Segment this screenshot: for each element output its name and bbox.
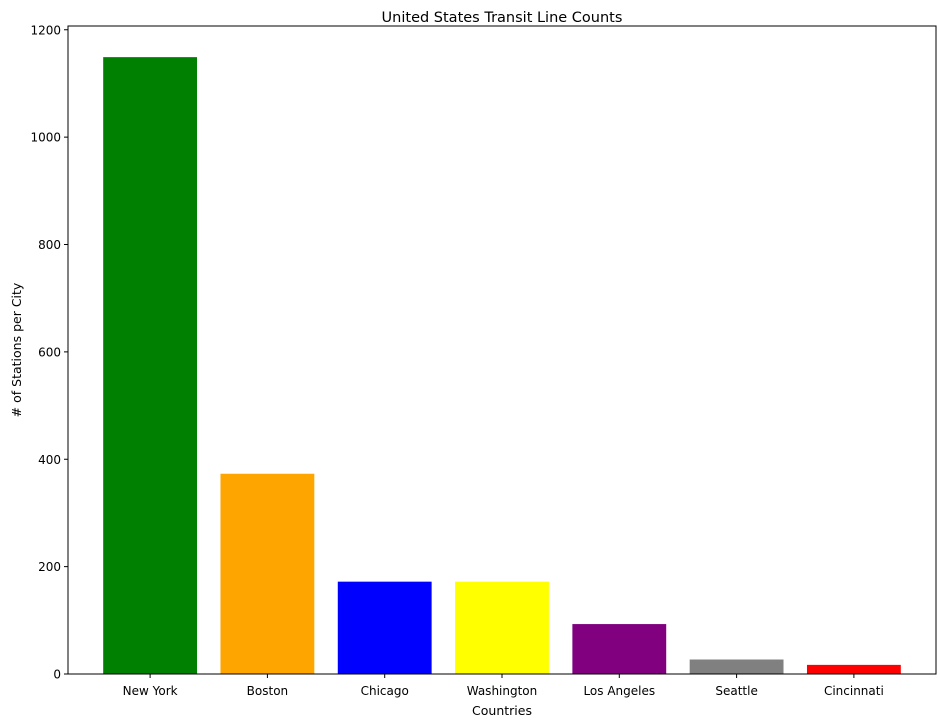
x-tick-label: Washington	[467, 684, 538, 698]
bars-group	[103, 57, 901, 674]
bar-washington	[455, 581, 549, 674]
y-tick-label: 400	[38, 453, 61, 467]
plot-frame	[67, 25, 937, 675]
x-tick-label: Boston	[247, 684, 288, 698]
bar-chicago	[337, 581, 432, 674]
bar-cincinnati	[806, 664, 901, 674]
y-axis-ticks: 0 200 400 600 800 1000 1200	[30, 23, 68, 682]
y-tick-label: 1200	[30, 23, 61, 37]
y-tick-label: 1000	[30, 131, 61, 145]
y-tick-label: 0	[53, 668, 61, 682]
y-axis-label: # of Stations per City	[9, 282, 24, 417]
x-tick-label: New York	[123, 684, 178, 698]
bar-los-angeles	[572, 624, 667, 674]
x-tick-label: Seattle	[715, 684, 757, 698]
y-tick-label: 800	[38, 238, 61, 252]
y-tick-label: 200	[38, 560, 61, 574]
x-axis-label: Countries	[472, 703, 532, 718]
bar-boston	[220, 473, 315, 674]
chart-title: United States Transit Line Counts	[382, 10, 623, 26]
bar-new-york	[103, 57, 198, 674]
bar-seattle	[689, 659, 784, 674]
x-tick-label: Los Angeles	[583, 684, 655, 698]
x-tick-label: Chicago	[361, 684, 409, 698]
x-tick-label: Cincinnati	[824, 684, 884, 698]
x-axis-ticks: New York Boston Chicago Washington Los Angel…	[123, 674, 884, 698]
y-tick-label: 600	[38, 345, 61, 359]
